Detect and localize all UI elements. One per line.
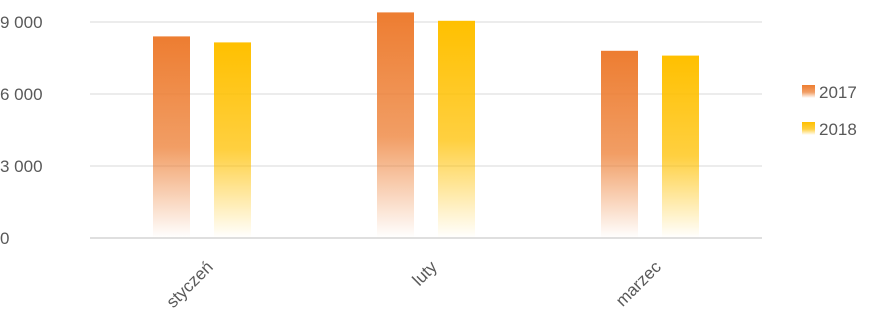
legend-label: 2017 [819, 83, 857, 102]
x-axis-tick-labels: styczeń luty marzec [163, 257, 666, 312]
bar-2018-styczeń [214, 42, 251, 239]
x-tick-label: luty [409, 257, 441, 289]
bar-2018-marzec [662, 55, 699, 238]
bars [153, 12, 699, 239]
bar-2017-styczeń [153, 36, 190, 239]
legend-swatch-2018 [802, 122, 815, 135]
bar-2017-luty [377, 12, 414, 239]
y-tick-label: 6 000 [0, 85, 43, 104]
gridlines [90, 21, 762, 239]
y-axis-tick-labels: 0 3 000 6 000 9 000 [0, 13, 43, 248]
y-tick-label: 9 000 [0, 13, 43, 32]
legend: 2017 2018 [802, 83, 857, 139]
y-tick-label: 0 [0, 229, 9, 248]
legend-label: 2018 [819, 120, 857, 139]
x-tick-label: marzec [612, 257, 665, 310]
x-tick-label: styczeń [163, 257, 217, 311]
bar-2018-luty [438, 20, 475, 238]
bar-2017-marzec [601, 50, 638, 238]
legend-swatch-2017 [802, 85, 815, 98]
y-tick-label: 3 000 [0, 157, 43, 176]
